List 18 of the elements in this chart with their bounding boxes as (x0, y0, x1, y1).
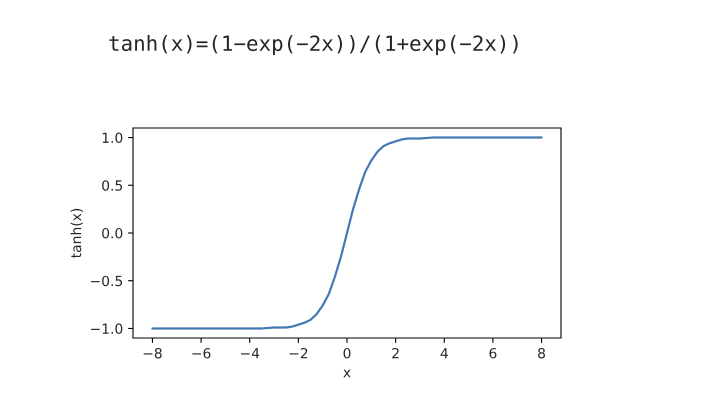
x-tick-label: −4 (240, 348, 260, 358)
y-tick-label: −1.0 (91, 323, 122, 334)
chart-title: tanh(x)=(1−exp(−2x))/(1+exp(−2x)) (109, 34, 518, 56)
y-tick-label: 1.0 (102, 132, 122, 144)
x-tick-label: −6 (192, 348, 210, 358)
line-series (151, 136, 543, 330)
x-tick-label: 0 (343, 348, 350, 358)
y-tick-label: 0.5 (102, 180, 122, 191)
y-axis-title: tanh(x) (70, 208, 83, 258)
y-tick-label: −0.5 (91, 276, 122, 286)
x-tick-label: 6 (489, 348, 496, 358)
x-tick-label: 4 (440, 348, 448, 358)
x-axis-title: x (343, 370, 351, 378)
y-tick-label: 0.0 (102, 228, 122, 238)
x-tick-label: −8 (144, 348, 162, 358)
x-tick-label: −2 (290, 348, 308, 358)
x-tick-label: 2 (392, 348, 399, 358)
x-tick-label: 8 (538, 348, 546, 358)
